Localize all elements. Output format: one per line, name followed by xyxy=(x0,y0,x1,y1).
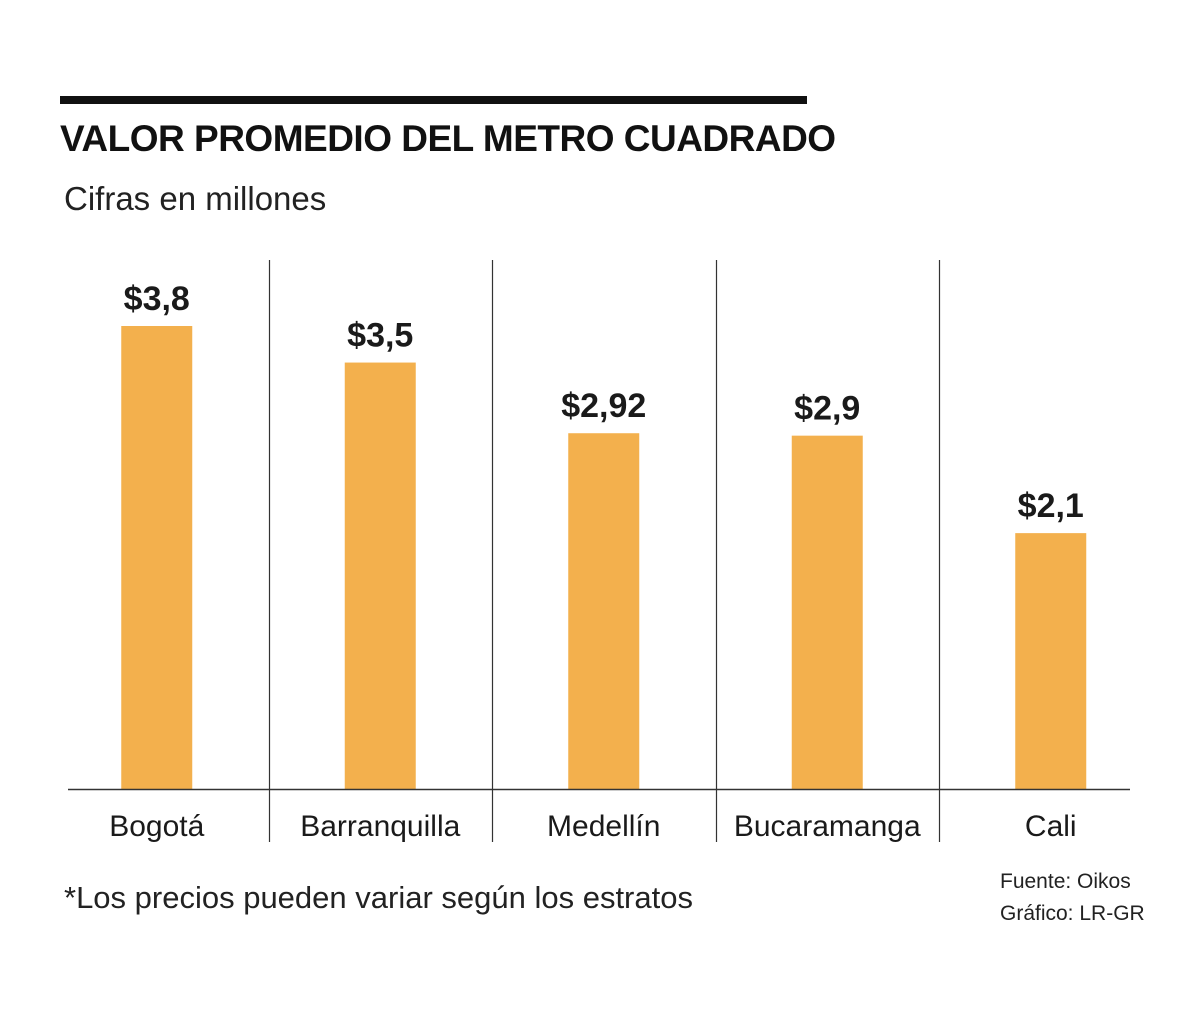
category-label: Cali xyxy=(1025,810,1077,843)
chart-subtitle: Cifras en millones xyxy=(64,180,327,217)
category-label: Barranquilla xyxy=(300,810,460,843)
bar-5 xyxy=(1015,533,1087,789)
data-label: $2,92 xyxy=(561,387,646,425)
data-label: $2,9 xyxy=(794,390,860,428)
bar-3 xyxy=(568,433,640,789)
chart-title: VALOR PROMEDIO DEL METRO CUADRADO xyxy=(60,118,836,159)
title-rule xyxy=(60,96,807,104)
category-label: Bogotá xyxy=(109,810,204,843)
credit-label: Gráfico: LR-GR xyxy=(1000,902,1145,925)
data-label: $2,1 xyxy=(1018,487,1084,525)
data-label: $3,8 xyxy=(124,280,190,318)
bar-2 xyxy=(344,362,416,789)
bar-1 xyxy=(121,326,193,789)
source-block: Fuente: Oikos Gráfico: LR-GR xyxy=(1000,866,1145,930)
source-label: Fuente: Oikos xyxy=(1000,870,1131,893)
data-label: $3,5 xyxy=(347,317,413,355)
category-label: Medellín xyxy=(547,810,660,843)
footnote: *Los precios pueden variar según los est… xyxy=(64,880,693,915)
bar-4 xyxy=(791,435,863,789)
category-label: Bucaramanga xyxy=(734,810,921,843)
